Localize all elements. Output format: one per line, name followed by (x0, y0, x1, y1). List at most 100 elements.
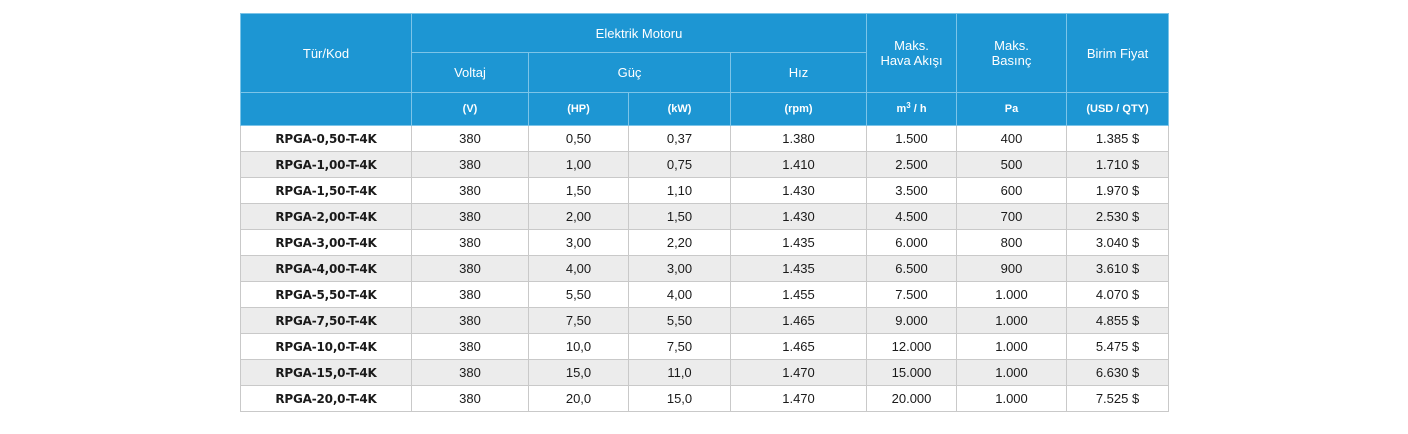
product-spec-table: Tür/Kod Elektrik Motoru Maks. Hava Akışı… (240, 13, 1170, 412)
code-cell: RPGA-4,00-T-4K (240, 255, 412, 282)
code-cell: RPGA-10,0-T-4K (240, 333, 412, 360)
header-speed: Hız (729, 52, 868, 93)
table-row: RPGA-1,00-T-4K 380 1,00 0,75 1.410 2.500 500 1.… (240, 151, 1170, 178)
power-kw-cell: 7,50 (628, 333, 731, 360)
power-kw-cell: 0,37 (628, 125, 731, 152)
speed-cell: 1.470 (729, 385, 868, 412)
power-hp-cell: 5,50 (528, 281, 629, 308)
code-cell: RPGA-3,00-T-4K (240, 229, 412, 256)
unit-blank (240, 92, 412, 126)
speed-cell: 1.465 (729, 307, 868, 334)
power-hp-cell: 1,50 (528, 177, 629, 204)
voltage-cell: 380 (411, 203, 529, 230)
code-cell: RPGA-2,00-T-4K (240, 203, 412, 230)
power-hp-cell: 3,00 (528, 229, 629, 256)
price-cell: 4.070 $ (1066, 281, 1170, 308)
table-row: RPGA-4,00-T-4K 380 4,00 3,00 1.435 6.500 900 3.… (240, 255, 1170, 282)
speed-cell: 1.435 (729, 229, 868, 256)
pressure-cell: 900 (956, 255, 1068, 282)
pressure-cell: 1.000 (956, 307, 1068, 334)
power-hp-cell: 0,50 (528, 125, 629, 152)
voltage-cell: 380 (411, 177, 529, 204)
code-cell: RPGA-0,50-T-4K (240, 125, 412, 152)
voltage-cell: 380 (411, 151, 529, 178)
unit-pressure: Pa (956, 92, 1068, 126)
power-kw-cell: 5,50 (628, 307, 731, 334)
power-hp-cell: 4,00 (528, 255, 629, 282)
price-cell: 2.530 $ (1066, 203, 1170, 230)
power-hp-cell: 1,00 (528, 151, 629, 178)
pressure-cell: 1.000 (956, 281, 1068, 308)
speed-cell: 1.470 (729, 359, 868, 386)
table-row: RPGA-5,50-T-4K 380 5,50 4,00 1.455 7.500 1.000… (240, 281, 1170, 308)
power-hp-cell: 20,0 (528, 385, 629, 412)
code-cell: RPGA-5,50-T-4K (240, 281, 412, 308)
power-hp-cell: 10,0 (528, 333, 629, 360)
unit-airflow-exp: 3 (906, 100, 911, 110)
airflow-cell: 2.500 (866, 151, 958, 178)
pressure-cell: 500 (956, 151, 1068, 178)
airflow-cell: 1.500 (866, 125, 958, 152)
code-cell: RPGA-20,0-T-4K (240, 385, 412, 412)
pressure-cell: 1.000 (956, 385, 1068, 412)
speed-cell: 1.380 (729, 125, 868, 152)
airflow-cell: 9.000 (866, 307, 958, 334)
power-hp-cell: 2,00 (528, 203, 629, 230)
pressure-cell: 1.000 (956, 359, 1068, 386)
header-voltage: Voltaj (411, 52, 529, 93)
power-hp-cell: 7,50 (528, 307, 629, 334)
voltage-cell: 380 (411, 307, 529, 334)
header-power: Güç (528, 52, 731, 93)
voltage-cell: 380 (411, 385, 529, 412)
voltage-cell: 380 (411, 125, 529, 152)
power-kw-cell: 4,00 (628, 281, 731, 308)
pressure-cell: 400 (956, 125, 1068, 152)
table-row: RPGA-2,00-T-4K 380 2,00 1,50 1.430 4.500 700 2.… (240, 203, 1170, 230)
code-cell: RPGA-1,00-T-4K (240, 151, 412, 178)
header-motor-group: Elektrik Motoru (410, 13, 868, 53)
power-kw-cell: 1,50 (628, 203, 731, 230)
airflow-cell: 4.500 (866, 203, 958, 230)
speed-cell: 1.455 (729, 281, 868, 308)
voltage-cell: 380 (411, 281, 529, 308)
table-row: RPGA-1,50-T-4K 380 1,50 1,10 1.430 3.500 600 1.… (240, 177, 1170, 204)
price-cell: 1.970 $ (1066, 177, 1170, 204)
header-unit-price: Birim Fiyat (1066, 13, 1170, 93)
airflow-cell: 15.000 (866, 359, 958, 386)
header-max-pressure: Maks. Basınç (956, 13, 1068, 93)
unit-airflow-rest: / h (910, 102, 927, 115)
unit-price: (USD / QTY) (1066, 92, 1170, 126)
power-kw-cell: 3,00 (628, 255, 731, 282)
power-kw-cell: 15,0 (628, 385, 731, 412)
table-row: RPGA-3,00-T-4K 380 3,00 2,20 1.435 6.000 800 3.… (240, 229, 1170, 256)
pressure-cell: 600 (956, 177, 1068, 204)
price-cell: 4.855 $ (1066, 307, 1170, 334)
table-row: RPGA-0,50-T-4K 380 0,50 0,37 1.380 1.500 400 1.… (240, 125, 1170, 152)
power-hp-cell: 15,0 (528, 359, 629, 386)
code-cell: RPGA-15,0-T-4K (240, 359, 412, 386)
table-row: RPGA-20,0-T-4K 380 20,0 15,0 1.470 20.000 1.00… (240, 385, 1170, 412)
power-kw-cell: 0,75 (628, 151, 731, 178)
pressure-cell: 800 (956, 229, 1068, 256)
speed-cell: 1.430 (729, 203, 868, 230)
table-row: RPGA-7,50-T-4K 380 7,50 5,50 1.465 9.000 1.000… (240, 307, 1170, 334)
table-row: RPGA-15,0-T-4K 380 15,0 11,0 1.470 15.000 1.00… (240, 359, 1170, 386)
table-header: Tür/Kod Elektrik Motoru Maks. Hava Akışı… (240, 13, 1170, 126)
unit-speed: (rpm) (729, 92, 868, 126)
price-cell: 7.525 $ (1066, 385, 1170, 412)
header-type-code: Tür/Kod (240, 13, 412, 93)
unit-power-hp: (HP) (528, 92, 629, 126)
price-cell: 1.710 $ (1066, 151, 1170, 178)
voltage-cell: 380 (411, 333, 529, 360)
table-body: RPGA-0,50-T-4K 380 0,50 0,37 1.380 1.500 400 1.… (240, 125, 1170, 412)
power-kw-cell: 2,20 (628, 229, 731, 256)
speed-cell: 1.465 (729, 333, 868, 360)
airflow-cell: 6.000 (866, 229, 958, 256)
airflow-cell: 3.500 (866, 177, 958, 204)
price-cell: 3.040 $ (1066, 229, 1170, 256)
airflow-cell: 6.500 (866, 255, 958, 282)
header-max-airflow: Maks. Hava Akışı (866, 13, 958, 93)
voltage-cell: 380 (411, 359, 529, 386)
unit-airflow-base: m (896, 102, 907, 115)
table-row: RPGA-10,0-T-4K 380 10,0 7,50 1.465 12.000 1.00… (240, 333, 1170, 360)
